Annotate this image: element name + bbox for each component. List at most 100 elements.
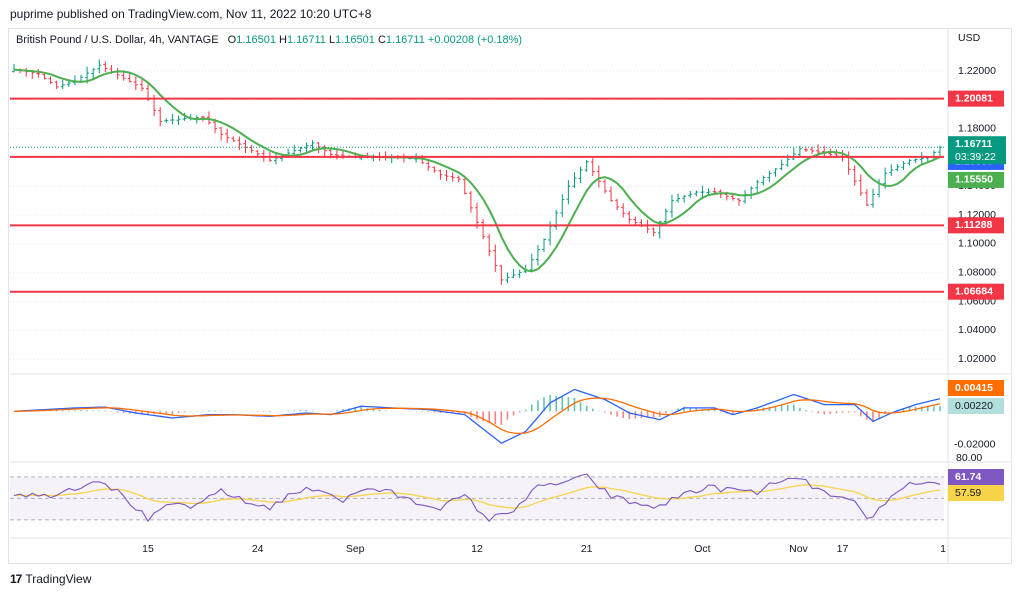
macd-signal-line: [13, 397, 941, 435]
candle: [676, 193, 681, 203]
candle: [219, 126, 224, 141]
candle: [505, 272, 510, 284]
price-tick-label: 1.18000: [958, 122, 996, 134]
candle: [158, 107, 163, 127]
candle: [810, 146, 815, 155]
candle: [170, 113, 175, 125]
time-tick-label: Sep: [346, 543, 365, 555]
candle: [91, 68, 96, 79]
brand-name: TradingView: [25, 572, 92, 586]
time-tick-label: 15: [142, 543, 154, 555]
candle: [176, 115, 181, 125]
candle: [542, 238, 547, 253]
moving-average-line: [13, 68, 941, 273]
symbol-legend: British Pound / U.S. Dollar, 4h, VANTAGE…: [16, 34, 522, 46]
candle: [560, 194, 565, 217]
candle: [889, 164, 894, 176]
time-tick-label: 1: [940, 543, 946, 555]
candle: [450, 172, 455, 182]
footer[interactable]: 17 TradingView: [10, 572, 91, 586]
symbol-name: British Pound / U.S. Dollar, 4h, VANTAGE: [16, 34, 219, 46]
candle: [493, 244, 498, 272]
currency-label: USD: [958, 32, 981, 44]
candle: [566, 180, 571, 205]
candle: [651, 227, 656, 237]
open-value: 1.16501: [236, 34, 276, 46]
candle: [645, 219, 650, 234]
candle: [694, 190, 699, 197]
candle: [761, 175, 766, 186]
macd-tick-label: -0.02000: [954, 439, 996, 451]
candle: [468, 191, 473, 213]
candle: [919, 152, 924, 164]
macd-value-label: 0.00415: [955, 382, 993, 394]
low-value: 1.16501: [335, 34, 375, 46]
change-value: +0.00208 (+0.18%): [427, 34, 523, 46]
rsi-value-tag: [948, 485, 1004, 501]
level-price-label: 1.20081: [955, 92, 993, 104]
candle: [389, 154, 394, 164]
level-price-label: 1.06684: [955, 285, 993, 297]
candle: [499, 265, 504, 285]
candle: [48, 76, 53, 85]
candle: [432, 166, 437, 173]
price-tick-label: 1.08000: [958, 267, 996, 279]
candle: [627, 210, 632, 224]
time-axis: 15 24 Sep 12 21 Oct 17 Nov 1: [142, 543, 946, 555]
time-tick-label: 17: [837, 543, 849, 555]
ma-price-tag: [948, 171, 1004, 188]
last-price-tag: [948, 136, 1006, 165]
candle: [24, 67, 29, 77]
candle: [907, 159, 912, 166]
candle: [261, 149, 266, 162]
candle: [596, 165, 601, 188]
rsi-value-label: 61.74: [955, 471, 981, 483]
candle: [749, 186, 754, 200]
candle: [743, 189, 748, 204]
candle: [444, 169, 449, 182]
candle: [310, 140, 315, 152]
candle: [304, 142, 309, 154]
candle: [803, 147, 808, 152]
candle: [755, 179, 760, 195]
candle: [237, 136, 242, 151]
candle: [870, 188, 875, 208]
candle: [97, 59, 102, 74]
candle: [462, 178, 467, 195]
candle: [584, 160, 589, 172]
candle: [913, 158, 918, 163]
close-value: 1.16711: [385, 34, 425, 46]
candle: [682, 194, 687, 203]
candle: [736, 198, 741, 206]
candle: [316, 142, 321, 154]
candle: [791, 148, 796, 161]
candle: [127, 73, 132, 83]
candle: [517, 269, 522, 278]
candle: [773, 168, 778, 177]
ohlc-values: O1.16501 H1.16711 L1.16501 C1.16711 +0.0…: [227, 34, 523, 46]
rsi-value-tag: [948, 469, 1004, 485]
price-tick-label: 1.02000: [958, 353, 996, 365]
candle: [231, 136, 236, 142]
candle: [901, 160, 906, 170]
time-tick-label: 24: [252, 543, 264, 555]
macd-value-tag: [948, 398, 1004, 414]
candle: [700, 185, 705, 198]
candle: [511, 269, 516, 279]
rsi-line: [13, 473, 941, 523]
candle: [779, 159, 784, 171]
candle: [615, 198, 620, 211]
macd-value-tag: [948, 380, 1004, 396]
bar-countdown-label: 03:39:22: [955, 151, 996, 163]
price-axis: 1.220001.200001.180001.160001.140001.120…: [948, 32, 1006, 501]
price-tick-label: 1.22000: [958, 65, 996, 77]
candle: [103, 61, 108, 73]
candle: [633, 216, 638, 226]
price-tick-label: 1.04000: [958, 324, 996, 336]
candle: [456, 175, 461, 183]
rsi-value-label: 57.59: [955, 487, 981, 499]
candle: [895, 164, 900, 172]
candle: [864, 189, 869, 207]
candle: [535, 245, 540, 266]
